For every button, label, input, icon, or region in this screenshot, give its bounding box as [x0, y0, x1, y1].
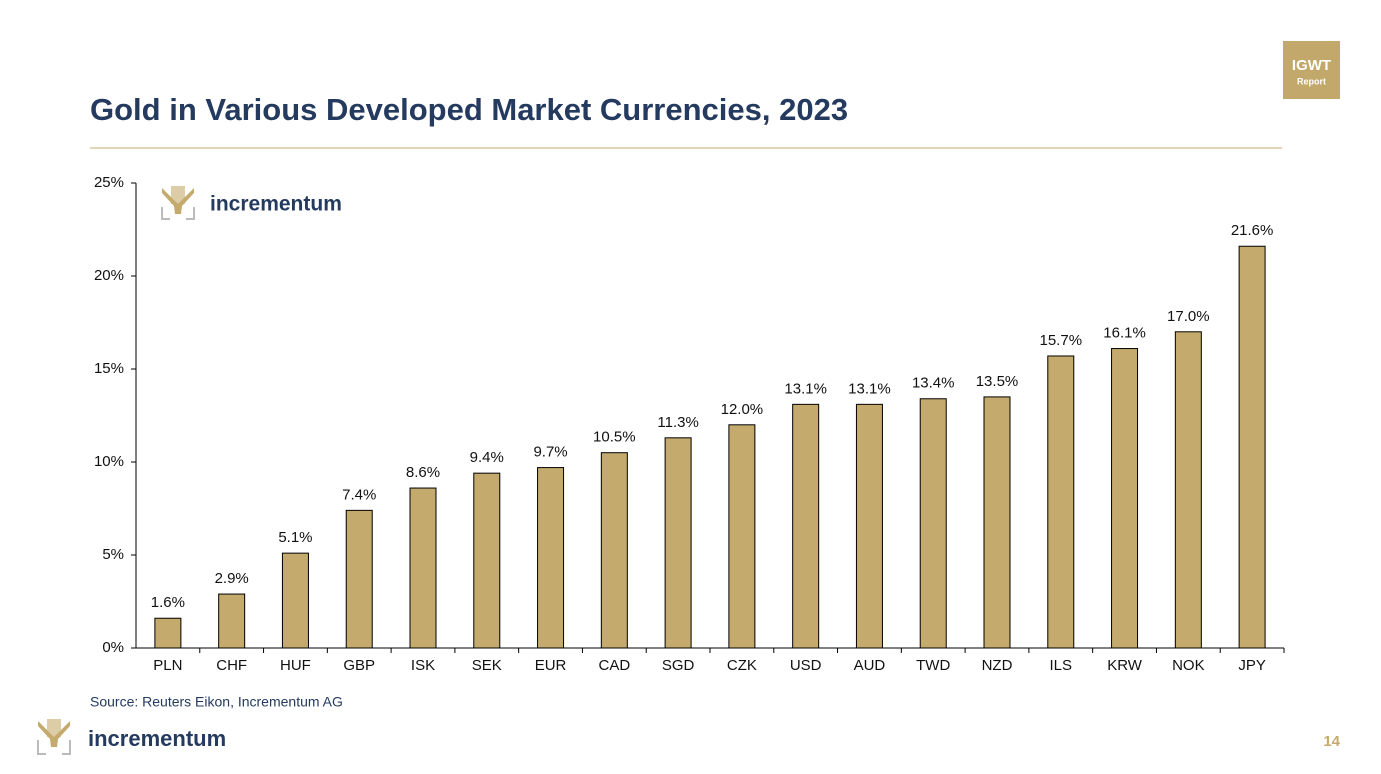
- value-label: 12.0%: [721, 401, 764, 418]
- bar: [281, 552, 309, 649]
- x-tick-label: GBP: [343, 657, 375, 674]
- chart-logo-icon: [161, 186, 195, 220]
- value-label: 8.6%: [406, 464, 440, 481]
- x-tick-label: EUR: [535, 657, 567, 674]
- chart-logo-text: incrementum: [210, 193, 342, 216]
- value-label: 5.1%: [278, 529, 312, 546]
- value-label: 17.0%: [1167, 308, 1210, 325]
- footer-logo-text: incrementum: [88, 726, 226, 751]
- x-tick-label: CHF: [216, 657, 247, 674]
- y-tick-label: 25%: [94, 174, 124, 191]
- bar: [792, 403, 820, 649]
- source: Source: Reuters Eikon, Incrementum AG: [90, 694, 343, 710]
- x-tick-label: CAD: [598, 657, 630, 674]
- bar: [1174, 331, 1202, 649]
- x-tick-label: NZD: [982, 657, 1013, 674]
- x-tick-label: ISK: [411, 657, 435, 674]
- value-label: 1.6%: [151, 594, 185, 611]
- x-tick-label: USD: [790, 657, 822, 674]
- bar: [600, 452, 628, 649]
- bar: [345, 509, 373, 649]
- value-label: 16.1%: [1103, 325, 1146, 342]
- bar: [664, 437, 692, 649]
- y-tick-label: 10%: [94, 453, 124, 470]
- value-label: 9.4%: [470, 449, 504, 466]
- badge-subtitle: Report: [1297, 76, 1326, 86]
- value-label: 13.5%: [976, 373, 1019, 390]
- value-label: 11.3%: [657, 414, 698, 431]
- bar: [855, 403, 883, 649]
- x-tick-label: SEK: [472, 657, 502, 674]
- footer-logo-icon: [37, 719, 71, 755]
- value-label: 21.6%: [1231, 222, 1274, 239]
- value-label: 2.9%: [215, 570, 249, 587]
- x-tick-label: NOK: [1172, 657, 1205, 674]
- bar: [1238, 245, 1266, 649]
- bar: [409, 487, 437, 649]
- x-tick-label: JPY: [1238, 657, 1266, 674]
- badge-title: IGWT: [1292, 57, 1331, 74]
- bar: [728, 424, 756, 649]
- value-label: 9.7%: [533, 444, 567, 461]
- x-tick-label: TWD: [916, 657, 950, 674]
- value-label: 13.4%: [912, 375, 955, 392]
- value-label: 13.1%: [784, 380, 827, 397]
- x-tick-label: ILS: [1050, 657, 1073, 674]
- x-tick-label: KRW: [1107, 657, 1143, 674]
- value-label: 13.1%: [848, 380, 891, 397]
- bar: [537, 467, 565, 649]
- x-tick-label: AUD: [854, 657, 886, 674]
- badge: [1283, 41, 1340, 99]
- y-tick-label: 5%: [102, 546, 124, 563]
- bar: [983, 396, 1011, 649]
- bar: [1047, 355, 1075, 649]
- x-tick-label: PLN: [153, 657, 182, 674]
- x-tick-label: CZK: [727, 657, 757, 674]
- value-label: 10.5%: [593, 429, 636, 446]
- bar: [154, 617, 182, 649]
- x-tick-label: SGD: [662, 657, 695, 674]
- bar: [1111, 348, 1139, 649]
- y-tick-label: 15%: [94, 360, 124, 377]
- value-label: 15.7%: [1040, 332, 1083, 349]
- page-number: 14: [1323, 733, 1340, 750]
- bar: [473, 472, 501, 649]
- value-label: 7.4%: [342, 486, 376, 503]
- chart-title: Gold in Various Developed Market Currenc…: [90, 92, 848, 127]
- y-tick-label: 20%: [94, 267, 124, 284]
- x-tick-label: HUF: [280, 657, 311, 674]
- y-tick-label: 0%: [102, 639, 124, 656]
- bar: [919, 398, 947, 649]
- bar: [218, 593, 246, 649]
